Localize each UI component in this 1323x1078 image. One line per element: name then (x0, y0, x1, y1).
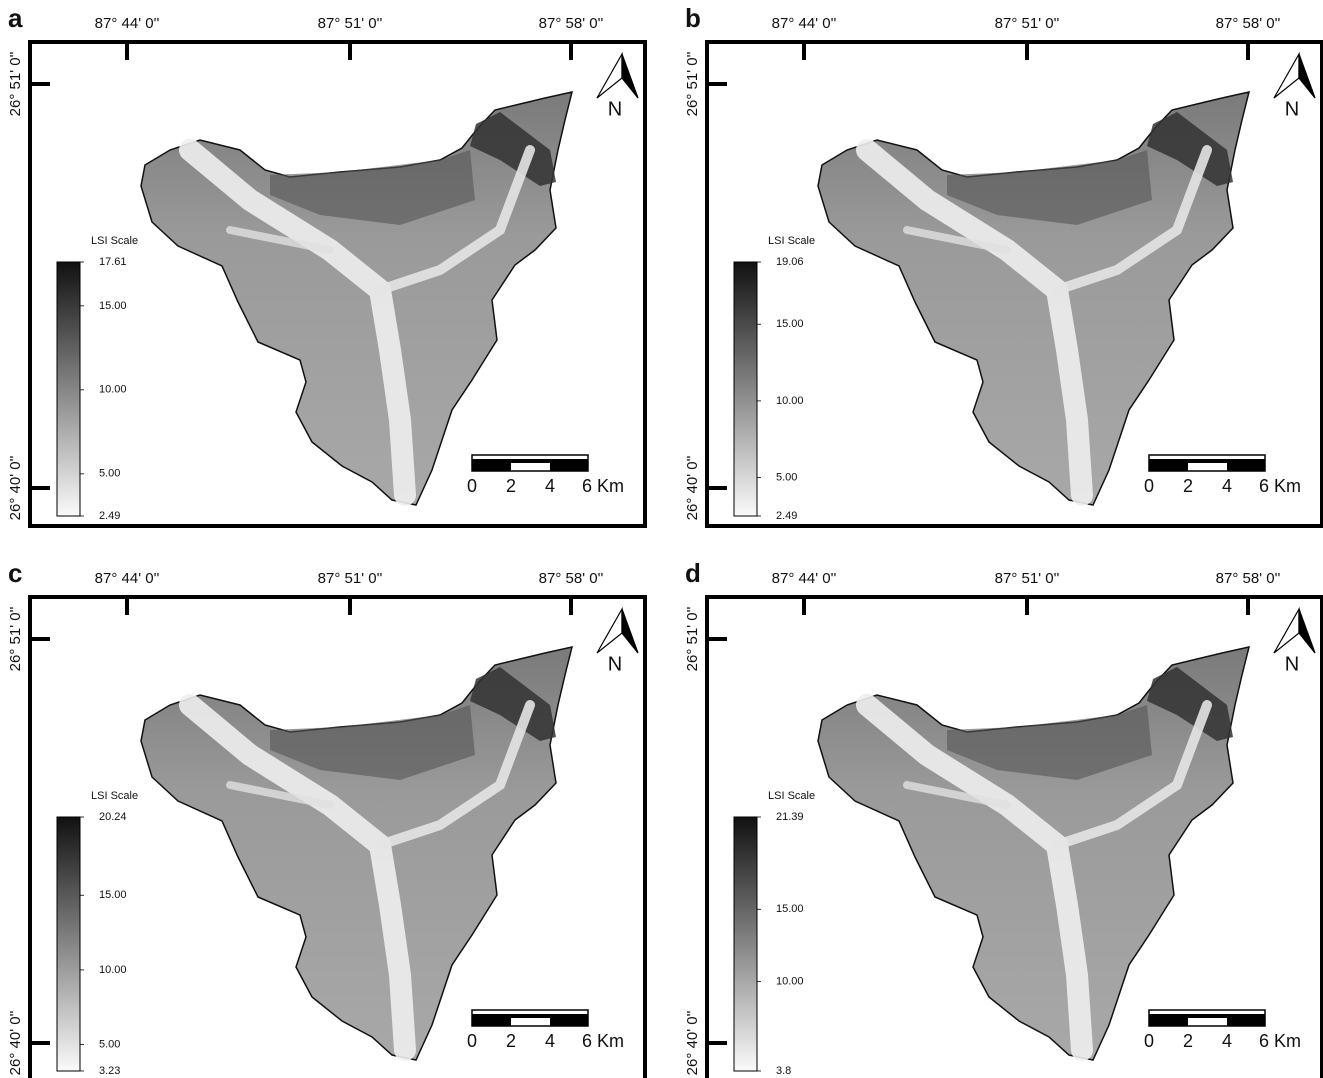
scale-bar-label: 2 (506, 1031, 516, 1051)
scale-bar-block (472, 463, 511, 471)
legend-tick-label: 2.49 (99, 510, 120, 522)
legend-tick-label: 21.39 (776, 811, 804, 823)
scale-bar-block (1149, 1014, 1188, 1018)
scale-bar-label: 0 (467, 1031, 477, 1051)
legend-tick-label: 15.00 (99, 300, 127, 312)
map-panel: b 87° 44' 0'' 87° 51' 0'' 87° 58' 0'' 26° 51… (684, 3, 1322, 526)
legend-tick-label: 5.00 (99, 468, 120, 480)
panel-label: c (8, 558, 22, 588)
north-label: N (1285, 653, 1299, 675)
legend-title: LSI Scale (91, 790, 138, 802)
legend-tick-label: 3.23 (99, 1065, 120, 1077)
legend-ramp (734, 817, 757, 1071)
scale-bar-label: 0 (1144, 1031, 1154, 1051)
scale-bar-block (550, 1018, 588, 1026)
scale-bar-label: 6 Km (1259, 1031, 1301, 1051)
scale-bar-block (550, 463, 588, 471)
legend-tick-label: 15.00 (776, 903, 804, 915)
legend-ramp (57, 262, 80, 516)
scale-bar-block (511, 1014, 550, 1018)
scale-bar-label: 2 (1183, 476, 1193, 496)
map-panel: c 87° 44' 0'' 87° 51' 0'' 87° 58' 0'' 26° 51… (7, 558, 645, 1078)
legend-tick-label: 3.8 (776, 1065, 791, 1077)
scale-bar-label: 4 (545, 1031, 555, 1051)
legend-tick-label: 5.00 (776, 471, 797, 483)
scale-bar-label: 0 (467, 476, 477, 496)
scale-bar-label: 2 (506, 476, 516, 496)
latitude-label: 26° 40' 0'' (684, 456, 701, 521)
longitude-label: 87° 44' 0'' (95, 15, 160, 32)
scale-bar-label: 6 Km (1259, 476, 1301, 496)
scale-bar-block (1227, 459, 1265, 463)
scale-bar-block (1227, 463, 1265, 471)
scale-bar-block (1188, 459, 1227, 463)
legend-title: LSI Scale (768, 790, 815, 802)
scale-bar-block (1149, 463, 1188, 471)
longitude-label: 87° 51' 0'' (318, 15, 383, 32)
latitude-label: 26° 40' 0'' (7, 456, 24, 521)
scale-bar-block (550, 459, 588, 463)
longitude-label: 87° 58' 0'' (1216, 15, 1281, 32)
latitude-label: 26° 40' 0'' (684, 1011, 701, 1076)
scale-bar-label: 4 (545, 476, 555, 496)
longitude-label: 87° 51' 0'' (318, 570, 383, 587)
longitude-label: 87° 51' 0'' (995, 570, 1060, 587)
scale-bar-block (472, 1014, 511, 1018)
longitude-label: 87° 44' 0'' (772, 570, 837, 587)
scale-bar-block (550, 1014, 588, 1018)
scale-bar-block (1149, 459, 1188, 463)
longitude-label: 87° 44' 0'' (772, 15, 837, 32)
scale-bar-block (1227, 1018, 1265, 1026)
legend-ramp (734, 262, 757, 516)
latitude-label: 26° 51' 0'' (7, 607, 24, 672)
legend-title: LSI Scale (91, 235, 138, 247)
scale-bar-block (472, 459, 511, 463)
scale-bar-label: 0 (1144, 476, 1154, 496)
scale-bar-label: 4 (1222, 1031, 1232, 1051)
panel-label: d (685, 558, 701, 588)
legend-ramp (57, 817, 80, 1071)
legend-tick-label: 5.00 (99, 1038, 120, 1050)
panel-label: b (685, 3, 701, 33)
map-panel: d 87° 44' 0'' 87° 51' 0'' 87° 58' 0'' 26° 51… (684, 558, 1322, 1078)
scale-bar-block (511, 459, 550, 463)
panel-label: a (8, 3, 23, 33)
legend-tick-label: 19.06 (776, 256, 804, 268)
north-label: N (608, 653, 622, 675)
legend-tick-label: 10.00 (776, 395, 804, 407)
legend-tick-label: 10.00 (776, 975, 804, 987)
longitude-label: 87° 58' 0'' (539, 570, 604, 587)
scale-bar-label: 6 Km (582, 476, 624, 496)
longitude-label: 87° 58' 0'' (539, 15, 604, 32)
longitude-label: 87° 51' 0'' (995, 15, 1060, 32)
map-panel: a 87° 44' 0'' 87° 51' 0'' 87° 58' 0'' 26° 51… (7, 3, 645, 526)
latitude-label: 26° 51' 0'' (684, 607, 701, 672)
scale-bar-block (1149, 1018, 1188, 1026)
north-label: N (1285, 98, 1299, 120)
legend-tick-label: 20.24 (99, 811, 127, 823)
scale-bar-label: 2 (1183, 1031, 1193, 1051)
legend-tick-label: 15.00 (99, 889, 127, 901)
latitude-label: 26° 51' 0'' (7, 52, 24, 117)
scale-bar-block (1227, 1014, 1265, 1018)
longitude-label: 87° 44' 0'' (95, 570, 160, 587)
north-label: N (608, 98, 622, 120)
scale-bar-label: 4 (1222, 476, 1232, 496)
legend-title: LSI Scale (768, 235, 815, 247)
legend-tick-label: 17.61 (99, 256, 127, 268)
latitude-label: 26° 40' 0'' (7, 1011, 24, 1076)
longitude-label: 87° 58' 0'' (1216, 570, 1281, 587)
legend-tick-label: 2.49 (776, 510, 797, 522)
scale-bar-block (1188, 1014, 1227, 1018)
legend-tick-label: 10.00 (99, 964, 127, 976)
legend-tick-label: 15.00 (776, 318, 804, 330)
page: a 87° 44' 0'' 87° 51' 0'' 87° 58' 0'' 26° 51… (0, 0, 1323, 1078)
latitude-label: 26° 51' 0'' (684, 52, 701, 117)
legend-tick-label: 10.00 (99, 384, 127, 396)
scale-bar-label: 6 Km (582, 1031, 624, 1051)
figure: a 87° 44' 0'' 87° 51' 0'' 87° 58' 0'' 26° 51… (0, 0, 1323, 1078)
scale-bar-block (472, 1018, 511, 1026)
